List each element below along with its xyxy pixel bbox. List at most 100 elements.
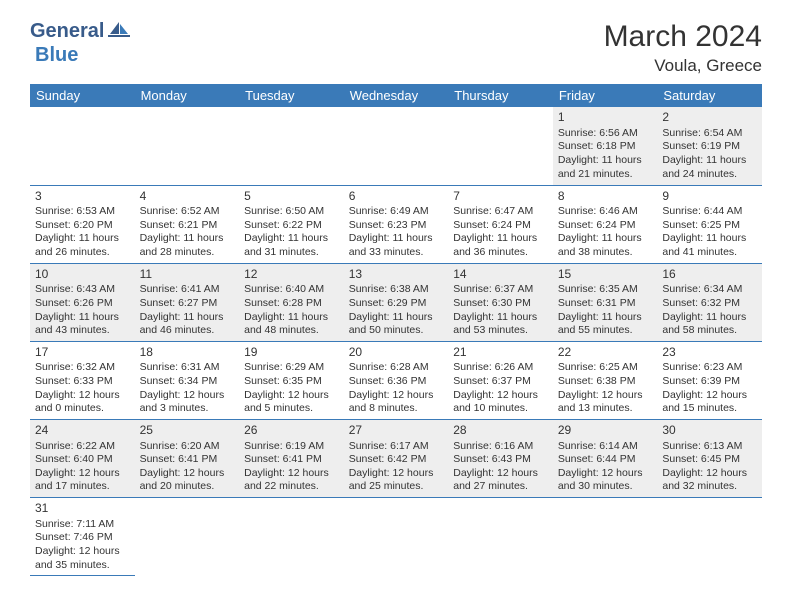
calendar-cell: 26Sunrise: 6:19 AMSunset: 6:41 PMDayligh… — [239, 419, 344, 497]
month-title: March 2024 — [604, 20, 762, 54]
daylight-text: Daylight: 12 hours and 5 minutes. — [244, 389, 339, 416]
day-number: 9 — [662, 189, 757, 205]
day-number: 18 — [140, 345, 235, 361]
calendar-week: 1Sunrise: 6:56 AMSunset: 6:18 PMDaylight… — [30, 107, 762, 185]
day-number: 14 — [453, 267, 548, 283]
day-number: 12 — [244, 267, 339, 283]
day-number: 28 — [453, 423, 548, 439]
day-header: Sunday — [30, 84, 135, 107]
calendar-week: 10Sunrise: 6:43 AMSunset: 6:26 PM Dayligh… — [30, 263, 762, 341]
calendar-week: 17Sunrise: 6:32 AMSunset: 6:33 PMDayligh… — [30, 341, 762, 419]
day-number: 13 — [349, 267, 444, 283]
title-block: March 2024 Voula, Greece — [604, 20, 762, 76]
sunrise-text: Sunrise: 6:16 AM — [453, 440, 548, 454]
day-number: 10 — [35, 267, 130, 283]
day-number: 5 — [244, 189, 339, 205]
day-number: 24 — [35, 423, 130, 439]
sunset-text: Sunset: 6:40 PM — [35, 453, 130, 467]
calendar-cell — [344, 107, 449, 185]
daylight-text: Daylight: 12 hours and 20 minutes. — [140, 467, 235, 494]
daylight-text: Daylight: 12 hours and 30 minutes. — [558, 467, 653, 494]
calendar-cell — [553, 498, 658, 576]
daylight-text: Daylight: 11 hours and 38 minutes. — [558, 232, 653, 259]
sunrise-text: Sunrise: 6:54 AM — [662, 127, 757, 141]
calendar-cell — [448, 498, 553, 576]
day-number: 17 — [35, 345, 130, 361]
calendar-cell: 3Sunrise: 6:53 AMSunset: 6:20 PMDaylight… — [30, 185, 135, 263]
calendar-week: 24Sunrise: 6:22 AMSunset: 6:40 PM Dayligh… — [30, 419, 762, 497]
calendar-cell: 16Sunrise: 6:34 AMSunset: 6:32 PMDayligh… — [657, 263, 762, 341]
day-header: Saturday — [657, 84, 762, 107]
calendar-cell: 12Sunrise: 6:40 AMSunset: 6:28 PMDayligh… — [239, 263, 344, 341]
sunset-text: Sunset: 6:22 PM — [244, 219, 339, 233]
daylight-text: Daylight: 11 hours and 53 minutes. — [453, 311, 548, 338]
sunrise-text: Sunrise: 6:56 AM — [558, 127, 653, 141]
sunset-text: Sunset: 6:32 PM — [662, 297, 757, 311]
calendar-cell: 2Sunrise: 6:54 AMSunset: 6:19 PMDaylight… — [657, 107, 762, 185]
daylight-text: Daylight: 11 hours and 48 minutes. — [244, 311, 339, 338]
daylight-text: Daylight: 11 hours and 46 minutes. — [140, 311, 235, 338]
location-label: Voula, Greece — [604, 56, 762, 76]
sunset-text: Sunset: 6:26 PM — [35, 297, 130, 311]
calendar-cell: 15Sunrise: 6:35 AMSunset: 6:31 PMDayligh… — [553, 263, 658, 341]
sunrise-text: Sunrise: 6:53 AM — [35, 205, 130, 219]
sunset-text: Sunset: 6:42 PM — [349, 453, 444, 467]
sunset-text: Sunset: 6:45 PM — [662, 453, 757, 467]
day-number: 3 — [35, 189, 130, 205]
sunset-text: Sunset: 6:27 PM — [140, 297, 235, 311]
calendar-week: 31Sunrise: 7:11 AMSunset: 7:46 PMDayligh… — [30, 498, 762, 576]
calendar-cell: 11Sunrise: 6:41 AMSunset: 6:27 PMDayligh… — [135, 263, 240, 341]
calendar-cell — [657, 498, 762, 576]
sunrise-text: Sunrise: 6:20 AM — [140, 440, 235, 454]
sunset-text: Sunset: 6:24 PM — [558, 219, 653, 233]
brand-text-blue-wrap: Blue — [35, 44, 78, 67]
calendar-cell: 18Sunrise: 6:31 AMSunset: 6:34 PMDayligh… — [135, 341, 240, 419]
sunrise-text: Sunrise: 6:23 AM — [662, 361, 757, 375]
daylight-text: Daylight: 12 hours and 35 minutes. — [35, 545, 130, 572]
daylight-text: Daylight: 11 hours and 36 minutes. — [453, 232, 548, 259]
sunset-text: Sunset: 6:38 PM — [558, 375, 653, 389]
daylight-text: Daylight: 12 hours and 0 minutes. — [35, 389, 130, 416]
day-number: 20 — [349, 345, 444, 361]
sunrise-text: Sunrise: 6:32 AM — [35, 361, 130, 375]
brand-logo: General — [30, 20, 132, 43]
calendar-cell: 5Sunrise: 6:50 AMSunset: 6:22 PMDaylight… — [239, 185, 344, 263]
calendar-cell: 25Sunrise: 6:20 AMSunset: 6:41 PMDayligh… — [135, 419, 240, 497]
day-number: 1 — [558, 110, 653, 126]
daylight-text: Daylight: 12 hours and 8 minutes. — [349, 389, 444, 416]
sunrise-text: Sunrise: 6:47 AM — [453, 205, 548, 219]
calendar-cell: 6Sunrise: 6:49 AMSunset: 6:23 PMDaylight… — [344, 185, 449, 263]
sunset-text: Sunset: 6:31 PM — [558, 297, 653, 311]
daylight-text: Daylight: 11 hours and 26 minutes. — [35, 232, 130, 259]
day-number: 19 — [244, 345, 339, 361]
sunset-text: Sunset: 6:36 PM — [349, 375, 444, 389]
day-number: 27 — [349, 423, 444, 439]
calendar-cell: 19Sunrise: 6:29 AMSunset: 6:35 PMDayligh… — [239, 341, 344, 419]
calendar-cell: 17Sunrise: 6:32 AMSunset: 6:33 PMDayligh… — [30, 341, 135, 419]
calendar-cell: 31Sunrise: 7:11 AMSunset: 7:46 PMDayligh… — [30, 498, 135, 576]
sunrise-text: Sunrise: 6:19 AM — [244, 440, 339, 454]
sunset-text: Sunset: 6:29 PM — [349, 297, 444, 311]
calendar-table: SundayMondayTuesdayWednesdayThursdayFrid… — [30, 84, 762, 576]
calendar-cell: 20Sunrise: 6:28 AMSunset: 6:36 PMDayligh… — [344, 341, 449, 419]
day-header: Thursday — [448, 84, 553, 107]
sunrise-text: Sunrise: 7:11 AM — [35, 518, 130, 532]
sunrise-text: Sunrise: 6:52 AM — [140, 205, 235, 219]
calendar-cell: 24Sunrise: 6:22 AMSunset: 6:40 PMDayligh… — [30, 419, 135, 497]
sunrise-text: Sunrise: 6:43 AM — [35, 283, 130, 297]
day-number: 7 — [453, 189, 548, 205]
day-number: 21 — [453, 345, 548, 361]
day-header: Monday — [135, 84, 240, 107]
day-number: 26 — [244, 423, 339, 439]
calendar-cell — [135, 498, 240, 576]
brand-text-blue: Blue — [35, 44, 78, 66]
daylight-text: Daylight: 11 hours and 28 minutes. — [140, 232, 235, 259]
calendar-cell — [239, 107, 344, 185]
sunrise-text: Sunrise: 6:35 AM — [558, 283, 653, 297]
sunrise-text: Sunrise: 6:22 AM — [35, 440, 130, 454]
daylight-text: Daylight: 12 hours and 27 minutes. — [453, 467, 548, 494]
sunrise-text: Sunrise: 6:37 AM — [453, 283, 548, 297]
day-number: 31 — [35, 501, 130, 517]
day-number: 2 — [662, 110, 757, 126]
calendar-cell — [30, 107, 135, 185]
